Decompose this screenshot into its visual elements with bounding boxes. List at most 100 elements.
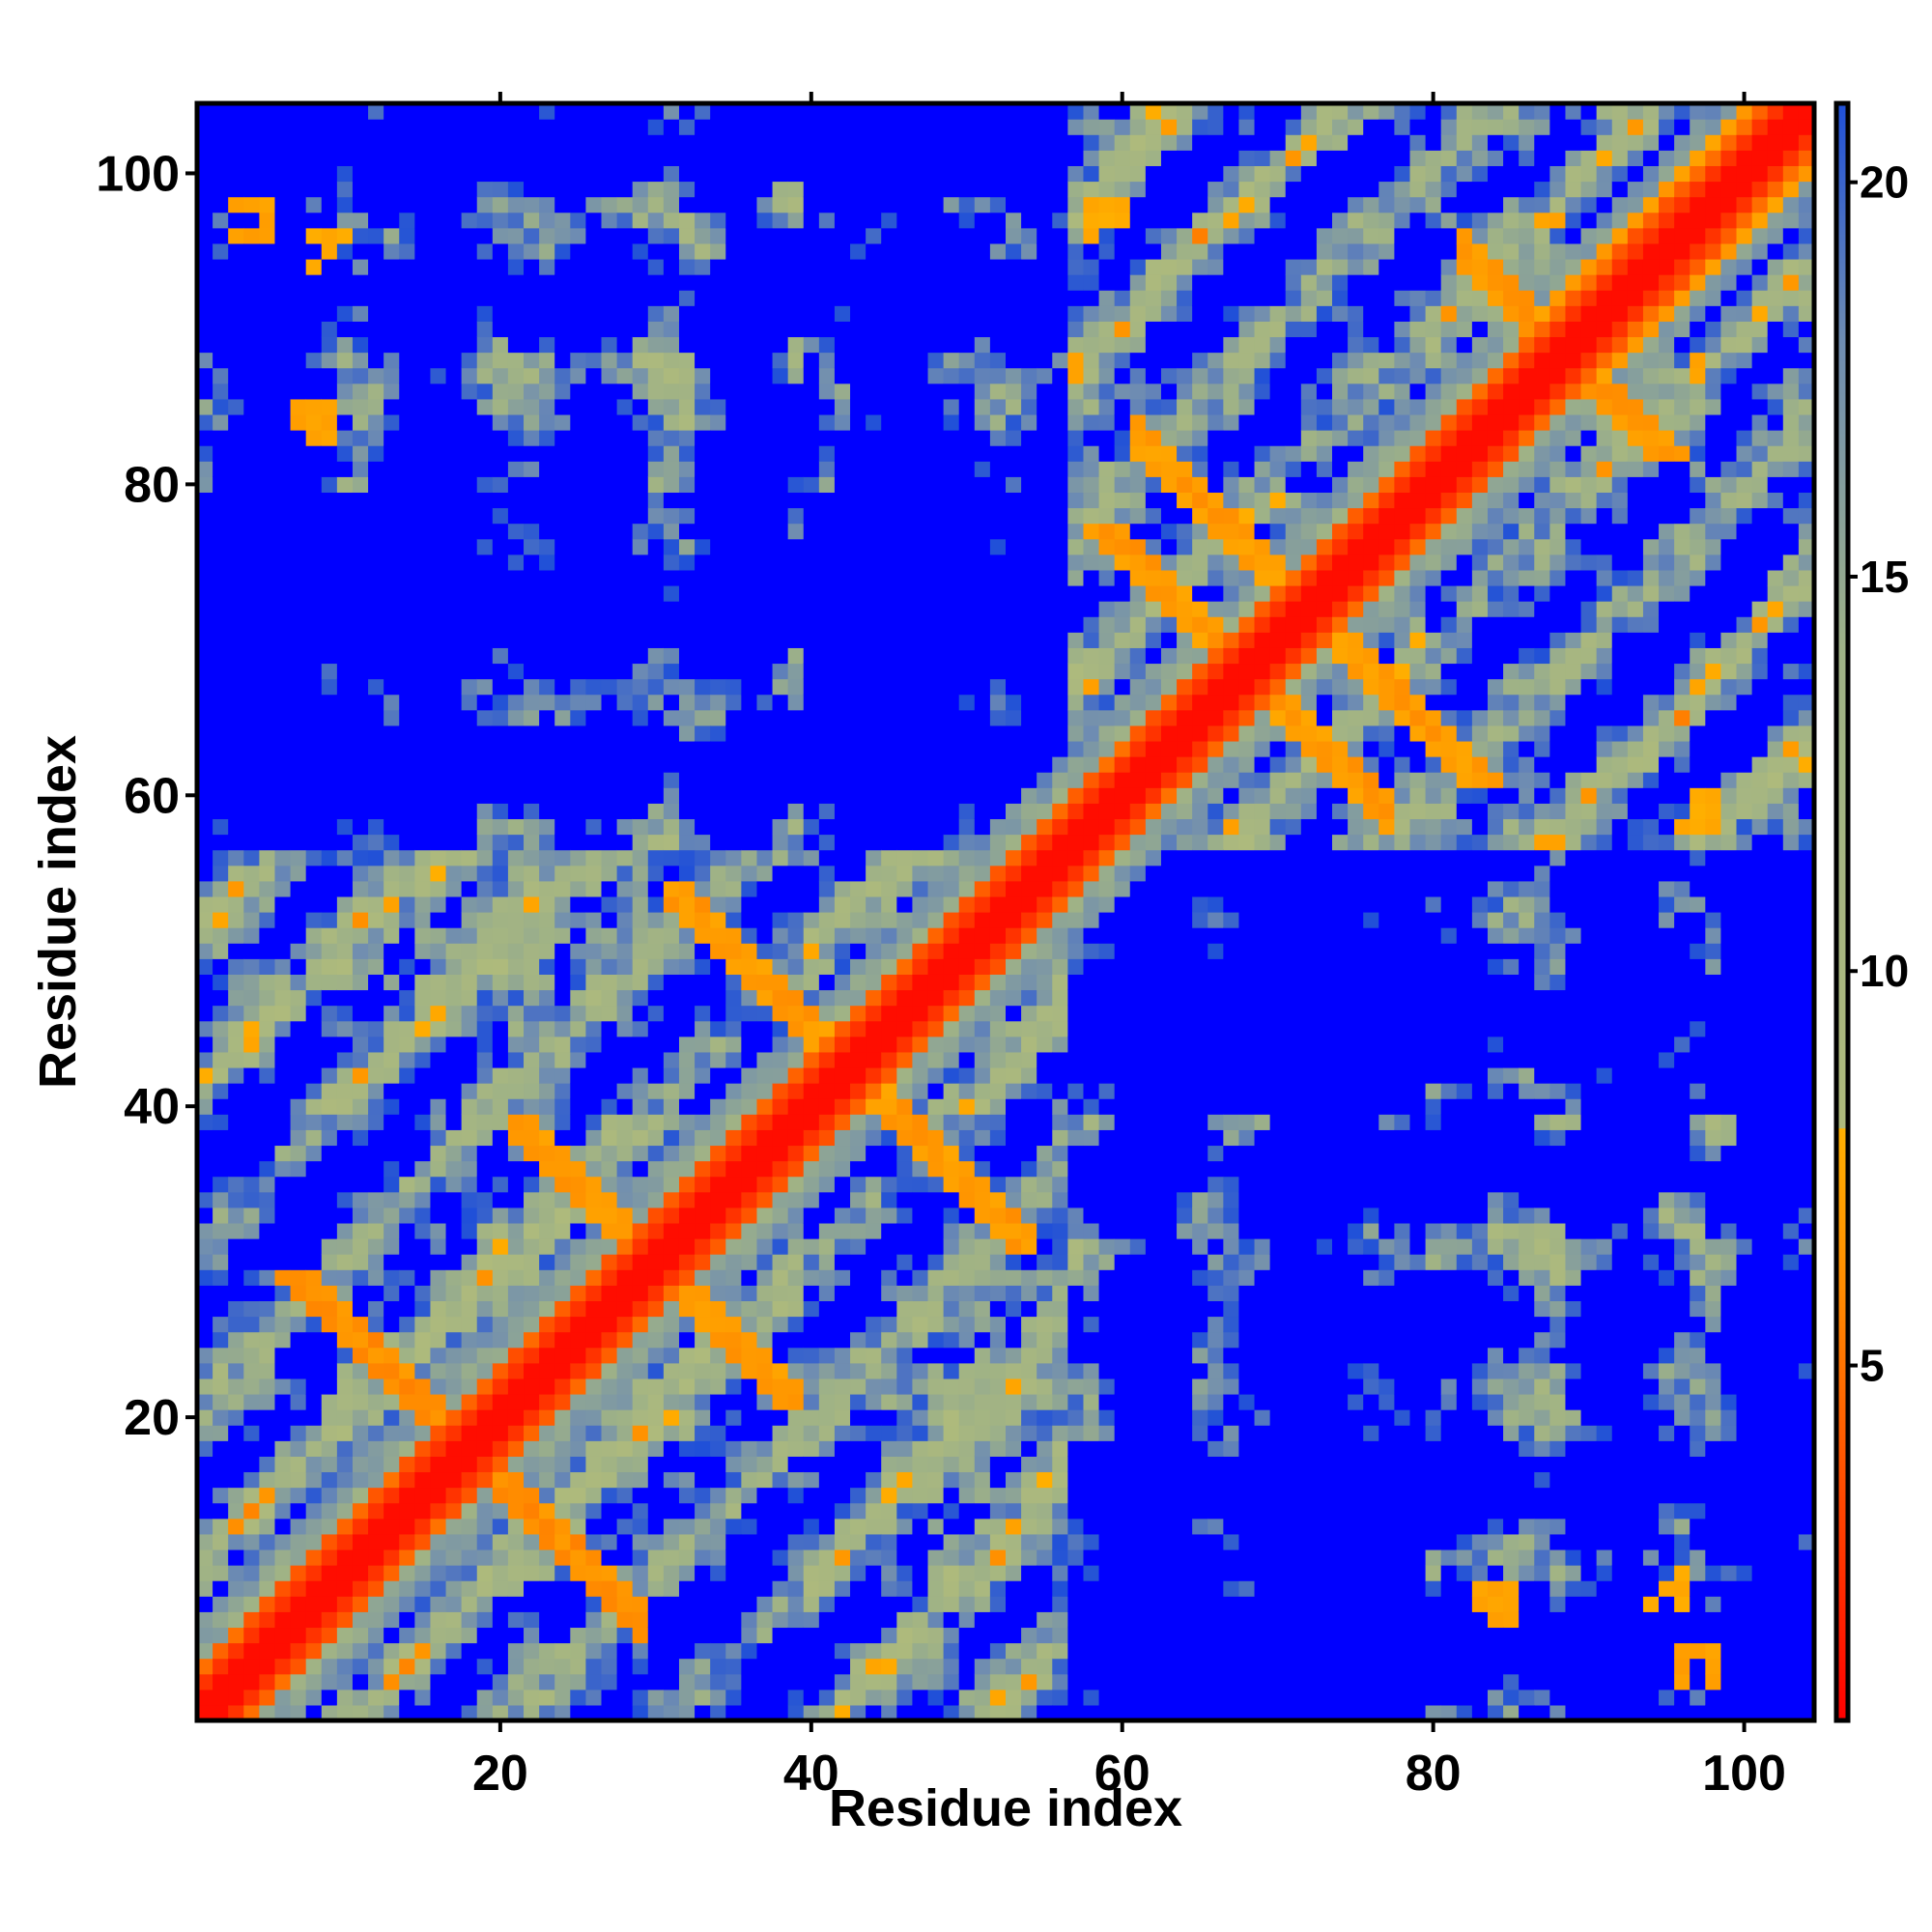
heatmap-cell bbox=[772, 1487, 789, 1504]
heatmap-cell bbox=[632, 989, 649, 1007]
heatmap-cell bbox=[368, 1160, 384, 1178]
heatmap-cell bbox=[678, 1673, 696, 1690]
heatmap-cell bbox=[570, 1425, 587, 1441]
heatmap-cell bbox=[850, 1440, 867, 1457]
heatmap-cell bbox=[243, 103, 260, 120]
heatmap-cell bbox=[524, 461, 540, 477]
heatmap-cell bbox=[414, 321, 432, 338]
heatmap-cell bbox=[772, 352, 789, 369]
heatmap-cell bbox=[756, 1176, 774, 1193]
heatmap-cell bbox=[414, 305, 432, 322]
heatmap-cell bbox=[772, 740, 789, 757]
heatmap-cell bbox=[228, 724, 244, 742]
heatmap-cell bbox=[818, 974, 836, 991]
heatmap-cell bbox=[352, 895, 369, 913]
heatmap-cell bbox=[414, 103, 432, 120]
heatmap-cell bbox=[834, 818, 851, 836]
heatmap-cell bbox=[647, 803, 665, 820]
heatmap-cell bbox=[554, 290, 571, 306]
heatmap-cell bbox=[787, 554, 805, 571]
heatmap-cell bbox=[678, 383, 696, 400]
heatmap-cell bbox=[756, 1300, 774, 1318]
heatmap-cell bbox=[866, 1704, 882, 1721]
heatmap-cell bbox=[803, 103, 820, 120]
heatmap-cell bbox=[725, 1222, 742, 1239]
heatmap-cell bbox=[756, 227, 774, 244]
heatmap-cell bbox=[881, 150, 897, 166]
heatmap-cell bbox=[384, 1580, 400, 1597]
heatmap-cell bbox=[554, 445, 571, 462]
heatmap-cell bbox=[368, 274, 384, 291]
heatmap-cell bbox=[787, 413, 805, 431]
heatmap-cell bbox=[616, 321, 634, 338]
heatmap-cell bbox=[305, 740, 323, 757]
heatmap-cell bbox=[399, 1393, 415, 1410]
heatmap-cell bbox=[554, 724, 571, 742]
heatmap-cell bbox=[305, 989, 323, 1007]
heatmap-cell bbox=[476, 1425, 494, 1441]
heatmap-cell bbox=[290, 1269, 307, 1286]
heatmap-cell bbox=[585, 1191, 603, 1208]
heatmap-cell bbox=[321, 336, 338, 354]
heatmap-cell bbox=[368, 1548, 384, 1566]
heatmap-cell bbox=[585, 724, 603, 742]
heatmap-cell bbox=[678, 1393, 696, 1410]
heatmap-cell bbox=[647, 1114, 665, 1130]
heatmap-cell bbox=[243, 1673, 260, 1690]
heatmap-cell bbox=[492, 1673, 509, 1690]
heatmap-cell bbox=[336, 242, 354, 260]
heatmap-cell bbox=[710, 492, 726, 509]
heatmap-cell bbox=[430, 584, 447, 602]
heatmap-cell bbox=[507, 694, 525, 711]
heatmap-cell bbox=[336, 492, 354, 509]
heatmap-cell bbox=[539, 398, 555, 415]
heatmap-cell bbox=[368, 818, 384, 836]
heatmap-cell bbox=[524, 1565, 540, 1581]
heatmap-cell bbox=[305, 290, 323, 306]
heatmap-cell bbox=[725, 1440, 742, 1457]
heatmap-cell bbox=[741, 1440, 758, 1457]
heatmap-cell bbox=[725, 1145, 742, 1162]
heatmap-cell bbox=[274, 1036, 292, 1053]
heatmap-cell bbox=[554, 912, 571, 928]
heatmap-cell bbox=[725, 1066, 742, 1084]
heatmap-cell bbox=[850, 584, 867, 602]
heatmap-cell bbox=[492, 242, 509, 260]
heatmap-cell bbox=[197, 943, 213, 959]
heatmap-cell bbox=[228, 1409, 244, 1426]
heatmap-cell bbox=[290, 678, 307, 696]
heatmap-cell bbox=[850, 1300, 867, 1318]
heatmap-cell bbox=[305, 678, 323, 696]
heatmap-cell bbox=[850, 1036, 867, 1053]
heatmap-cell bbox=[710, 1316, 726, 1333]
heatmap-cell bbox=[336, 974, 354, 991]
heatmap-cell bbox=[896, 352, 914, 369]
heatmap-cell bbox=[321, 134, 338, 151]
heatmap-cell bbox=[492, 196, 509, 213]
heatmap-cell bbox=[570, 756, 587, 773]
heatmap-cell bbox=[803, 554, 820, 571]
heatmap-cell bbox=[570, 927, 587, 944]
heatmap-cell bbox=[695, 1285, 711, 1302]
heatmap-cell bbox=[570, 476, 587, 494]
heatmap-cell bbox=[866, 616, 882, 633]
heatmap-cell bbox=[461, 1191, 478, 1208]
heatmap-cell bbox=[461, 1222, 478, 1239]
heatmap-cell bbox=[539, 1098, 555, 1115]
heatmap-cell bbox=[305, 974, 323, 991]
heatmap-cell bbox=[259, 663, 276, 680]
heatmap-cell bbox=[881, 724, 897, 742]
heatmap-cell bbox=[725, 103, 742, 120]
heatmap-cell bbox=[663, 1222, 680, 1239]
heatmap-cell bbox=[818, 989, 836, 1007]
heatmap-cell bbox=[787, 1191, 805, 1208]
heatmap-cell bbox=[818, 601, 836, 617]
heatmap-cell bbox=[259, 1425, 276, 1441]
heatmap-cell bbox=[570, 242, 587, 260]
heatmap-cell bbox=[912, 274, 929, 291]
heatmap-cell bbox=[259, 1145, 276, 1162]
heatmap-cell bbox=[492, 150, 509, 166]
heatmap-cell bbox=[259, 943, 276, 959]
heatmap-cell bbox=[384, 569, 400, 586]
heatmap-cell bbox=[321, 895, 338, 913]
